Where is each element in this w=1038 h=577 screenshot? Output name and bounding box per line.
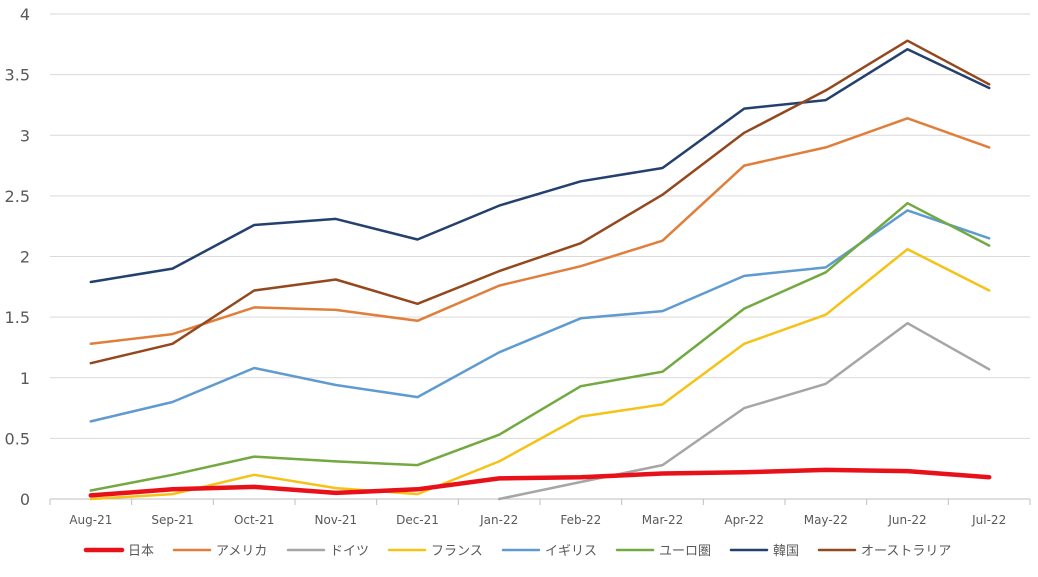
legend-label: フランス bbox=[431, 544, 483, 559]
x-tick-label: Oct-21 bbox=[234, 513, 274, 527]
legend-label: 日本 bbox=[128, 544, 154, 559]
y-axis: 0 0.5 1 1.5 2 2.5 3 3.5 4 bbox=[5, 5, 30, 509]
x-tick-label: Apr-22 bbox=[724, 513, 764, 527]
x-tick-label: Mar-22 bbox=[642, 513, 683, 527]
series-line bbox=[89, 247, 991, 501]
series-line bbox=[89, 39, 991, 365]
legend-label: アメリカ bbox=[216, 544, 267, 559]
series-line bbox=[89, 117, 991, 346]
legend-label: ドイツ bbox=[330, 544, 369, 559]
y-tick-label: 2.5 bbox=[5, 187, 30, 206]
y-tick-label: 1.5 bbox=[5, 308, 30, 327]
y-tick-label: 2 bbox=[20, 248, 30, 267]
y-tick-label: 0.5 bbox=[5, 429, 30, 448]
series-line bbox=[497, 321, 991, 501]
x-axis: Aug-21 Sep-21 Oct-21 Nov-21 Dec-21 Jan-22 Feb-… bbox=[49, 498, 1031, 527]
x-tick-label: Nov-21 bbox=[314, 513, 357, 527]
series-lines bbox=[88, 39, 992, 501]
legend-label: オーストラリア bbox=[861, 544, 951, 559]
series-line bbox=[89, 209, 991, 423]
series-line bbox=[89, 201, 991, 492]
legend-label: イギリス bbox=[545, 544, 597, 559]
y-tick-label: 0 bbox=[20, 490, 30, 509]
x-tick-label: May-22 bbox=[804, 513, 848, 527]
x-tick-label: Dec-21 bbox=[396, 513, 439, 527]
series-line bbox=[89, 47, 991, 284]
series-line bbox=[88, 467, 992, 498]
y-tick-label: 4 bbox=[20, 5, 30, 24]
x-tick-label: Aug-21 bbox=[69, 513, 112, 527]
y-tick-label: 3.5 bbox=[5, 66, 30, 85]
legend: 日本 アメリカ ドイツ フランス イギリス ユーロ圏 韓国 オーストラリア bbox=[83, 544, 951, 559]
x-tick-label: Sep-21 bbox=[151, 513, 193, 527]
legend-label: 韓国 bbox=[773, 544, 799, 559]
x-tick-label: Jul-22 bbox=[971, 513, 1006, 527]
y-tick-label: 3 bbox=[20, 126, 30, 145]
x-tick-label: Jun-22 bbox=[887, 513, 926, 527]
x-tick-label: Jan-22 bbox=[479, 513, 518, 527]
x-tick-label: Feb-22 bbox=[560, 513, 601, 527]
y-tick-label: 1 bbox=[20, 369, 30, 388]
legend-label: ユーロ圏 bbox=[659, 544, 711, 559]
